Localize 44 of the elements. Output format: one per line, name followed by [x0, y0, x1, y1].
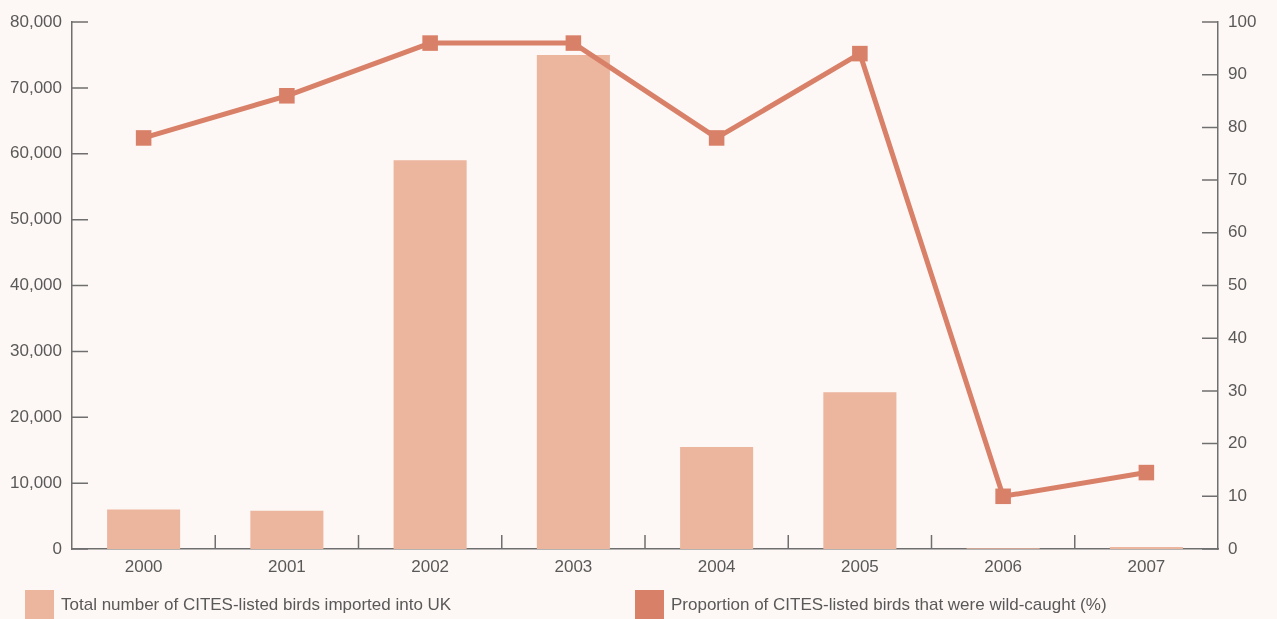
y2-tick-label: 20	[1228, 433, 1247, 453]
y2-tick-label: 70	[1228, 169, 1247, 189]
bar	[250, 510, 324, 549]
point	[995, 488, 1011, 505]
y2-tick-label: 100	[1228, 11, 1257, 31]
x-tick-label: 2000	[124, 556, 163, 576]
y-tick-label: 50,000	[10, 209, 62, 229]
bar	[393, 160, 467, 549]
point	[422, 35, 438, 51]
y-tick-label: 30,000	[10, 341, 62, 361]
x-tick-label: 2007	[1127, 556, 1166, 576]
x-tick-label: 2002	[411, 556, 450, 576]
x-tick-label: 2001	[267, 556, 306, 576]
y-tick-label: 0	[52, 538, 62, 558]
y-tick-label: 70,000	[10, 77, 62, 97]
point	[852, 45, 868, 62]
y2-tick-label: 80	[1228, 117, 1247, 137]
y2-tick-label: 60	[1228, 222, 1247, 242]
y2-tick-label: 40	[1228, 327, 1247, 347]
legend-label: Proportion of CITES-listed birds that were wild-caught (%)	[671, 594, 1107, 614]
point	[565, 35, 582, 51]
x-tick-label: 2005	[840, 556, 879, 576]
y2-tick-label: 50	[1228, 275, 1247, 295]
y-tick-label: 60,000	[10, 143, 62, 163]
y2-tick-label: 0	[1228, 538, 1238, 558]
x-tick-label: 2003	[554, 556, 593, 576]
bar	[680, 446, 754, 549]
y2-tick-label: 90	[1228, 64, 1247, 84]
bar	[107, 509, 181, 549]
point	[1138, 464, 1155, 481]
point	[279, 88, 295, 104]
bar	[823, 392, 897, 549]
point	[135, 130, 152, 146]
y2-tick-label: 10	[1228, 485, 1247, 505]
x-tick-label: 2004	[697, 556, 736, 576]
point	[708, 130, 725, 146]
y2-tick-label: 30	[1228, 380, 1247, 400]
y-tick-label: 10,000	[10, 472, 62, 492]
y-tick-label: 20,000	[10, 406, 62, 426]
bar	[536, 54, 610, 549]
legend-label: Total number of CITES-listed birds imported into UK	[61, 594, 452, 614]
x-tick-label: 2006	[984, 556, 1023, 576]
y-tick-label: 80,000	[10, 11, 62, 31]
y-tick-label: 40,000	[10, 275, 62, 295]
